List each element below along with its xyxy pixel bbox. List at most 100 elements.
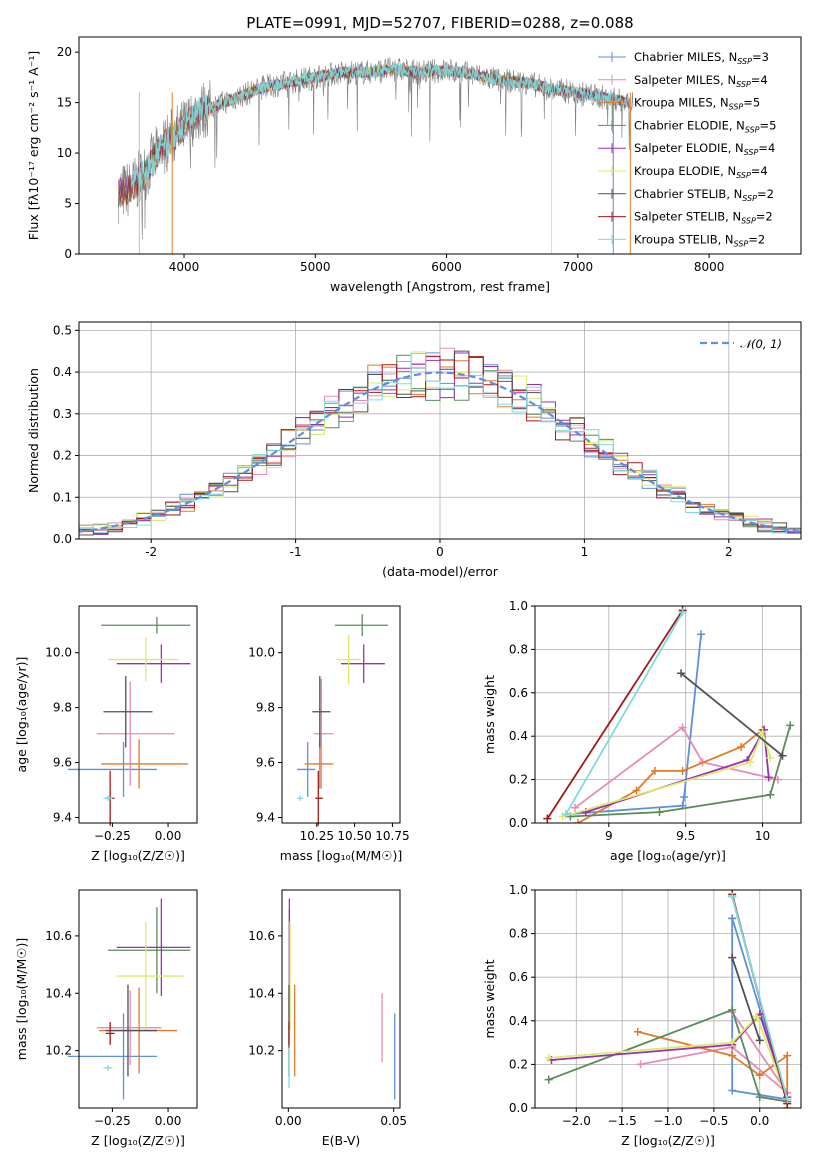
weight-line-kroupa_stelib (731, 896, 789, 1100)
x-axis-label: Z [log₁₀(Z/Z☉)] (621, 1133, 715, 1148)
y-tick-label: 10.4 (45, 986, 72, 1000)
y-tick-label: 0.2 (509, 773, 528, 787)
weight-line-salpeter_stelib (546, 609, 684, 820)
x-tick-label: 10.50 (337, 829, 371, 843)
y-axis-label: Flux [fλ10⁻¹⁷ erg cm⁻² s⁻¹ A⁻¹] (26, 51, 41, 240)
y-axis-label: mass [log₁₀(M/M☉)] (14, 938, 29, 1060)
x-tick-label: 0 (436, 545, 444, 559)
x-tick-label: 5000 (300, 260, 331, 274)
weight-marker (678, 766, 687, 775)
x-tick-label: 1 (581, 545, 589, 559)
weight-marker (570, 803, 579, 812)
weight-marker (766, 753, 775, 762)
x-tick-label: 7000 (563, 260, 594, 274)
x-tick-label: 9 (605, 829, 613, 843)
x-tick-label: −1.0 (653, 1114, 682, 1128)
x-tick-label: 4000 (169, 260, 200, 274)
x-tick-label: 8000 (694, 260, 725, 274)
weight-marker (728, 892, 737, 901)
weight-marker (633, 1027, 642, 1036)
x-axis-label: wavelength [Angstrom, rest frame] (330, 279, 550, 294)
y-tick-label: 9.6 (256, 756, 275, 770)
axes-frame (534, 605, 802, 824)
histogram-kroupa_stelib (79, 353, 801, 537)
y-tick-label: 0.5 (53, 323, 72, 337)
weight-marker (755, 1093, 764, 1102)
y-tick-label: 0.1 (53, 490, 72, 504)
y-tick-label: 20 (57, 45, 72, 59)
weight-marker (728, 1038, 737, 1047)
weight-line-salpeter_elodie (551, 1012, 789, 1098)
weight-line-kroupa_elodie (548, 1014, 789, 1100)
legend-entry: Chabrier STELIB, NSSP=2 (634, 187, 774, 203)
x-axis-label: Z [log₁₀(Z/Z☉)] (91, 1133, 185, 1148)
weight-marker (655, 808, 664, 817)
y-tick-label: 10.6 (248, 929, 275, 943)
legend-entry: 𝒩(0, 1) (740, 337, 782, 351)
weight-marker (697, 630, 706, 639)
x-tick-label: 10.25 (300, 829, 334, 843)
y-tick-label: 10.2 (45, 1044, 72, 1058)
y-tick-label: 9.4 (53, 811, 72, 825)
chart-title: PLATE=0991, MJD=52707, FIBERID=0288, z=0… (246, 14, 633, 32)
weight-marker (632, 786, 641, 795)
weight-marker (561, 810, 570, 819)
weight-marker (778, 751, 787, 760)
x-axis-label: (data-model)/error (382, 564, 499, 579)
y-tick-label: 0.0 (509, 816, 528, 830)
weight-line-chabrier_miles (565, 634, 702, 816)
axes-weight_vs_age: 9 9.5 10 0.0 0.2 0.4 0.6 0.8 1.0 age [log₁₀(age/y… (482, 599, 802, 863)
legend-entry: Kroupa MILES, NSSP=5 (634, 96, 760, 112)
y-tick-label: 0.6 (509, 970, 528, 984)
weight-marker (746, 758, 755, 767)
weight-marker (636, 1060, 645, 1069)
x-tick-label: 10 (755, 829, 770, 843)
weight-marker (544, 1053, 553, 1062)
y-tick-label: 0.0 (509, 1101, 528, 1115)
axes-frame (281, 605, 401, 824)
y-tick-label: 1.0 (509, 599, 528, 613)
y-tick-label: 9.8 (53, 701, 72, 715)
x-tick-label: 6000 (431, 260, 462, 274)
spectrum-legend: Chabrier MILES, NSSP=3 Salpeter MILES, NS… (598, 50, 776, 248)
weight-marker (786, 721, 795, 730)
y-tick-label: 0.4 (53, 365, 72, 379)
weight-marker (544, 1075, 553, 1084)
y-tick-label: 10.2 (248, 1044, 275, 1058)
axes-frame (78, 605, 198, 824)
x-tick-label: -2 (145, 545, 157, 559)
axes-weight_vs_z: −2.0 −1.5 −1.0 −0.5 0.0 0.0 0.2 0.4 0.6 0.8 1.0 Z [… (482, 883, 802, 1148)
weight-line-chabrier_elodie (570, 725, 792, 818)
x-tick-label: -1 (290, 545, 302, 559)
weight-marker (728, 1005, 737, 1014)
legend-entry: Salpeter STELIB, NSSP=2 (634, 210, 773, 226)
weight-marker (783, 1095, 792, 1104)
axes-frame (78, 36, 802, 255)
x-tick-label: 0.00 (155, 829, 182, 843)
model-spectrum-8 (130, 62, 631, 192)
weight-marker (728, 953, 737, 962)
x-axis-label: E(B-V) (322, 1133, 361, 1148)
y-tick-label: 9.6 (53, 756, 72, 770)
weight-line-kroupa_miles (577, 728, 764, 823)
legend-entry: Salpeter ELODIE, NSSP=4 (634, 141, 775, 157)
weight-marker (752, 1012, 761, 1021)
x-tick-label: 0.00 (275, 1114, 302, 1128)
weight-marker (755, 1071, 764, 1080)
weight-line-kroupa_elodie (562, 729, 772, 818)
legend-entry: Chabrier ELODIE, NSSP=5 (634, 118, 776, 134)
weight-line-chabrier_stelib (731, 957, 761, 1041)
axes-frame (281, 889, 401, 1109)
x-tick-label: 9.5 (676, 829, 695, 843)
y-tick-label: 0.0 (53, 532, 72, 546)
legend-entry: Kroupa STELIB, NSSP=2 (634, 232, 765, 248)
y-tick-label: 0.8 (509, 927, 528, 941)
y-axis-label: Normed distribution (26, 368, 41, 493)
y-tick-label: 0.8 (509, 642, 528, 656)
axes-mass_vs_ebv: 0.00 0.05 10.2 10.4 10.6 E(B-V) (248, 889, 407, 1148)
weight-line-chabrier_stelib (680, 672, 784, 757)
y-tick-label: 10 (57, 146, 72, 160)
x-axis-label: mass [log₁₀(M/M☉)] (280, 848, 402, 863)
x-axis-label: age [log₁₀(age/yr)] (610, 848, 726, 863)
